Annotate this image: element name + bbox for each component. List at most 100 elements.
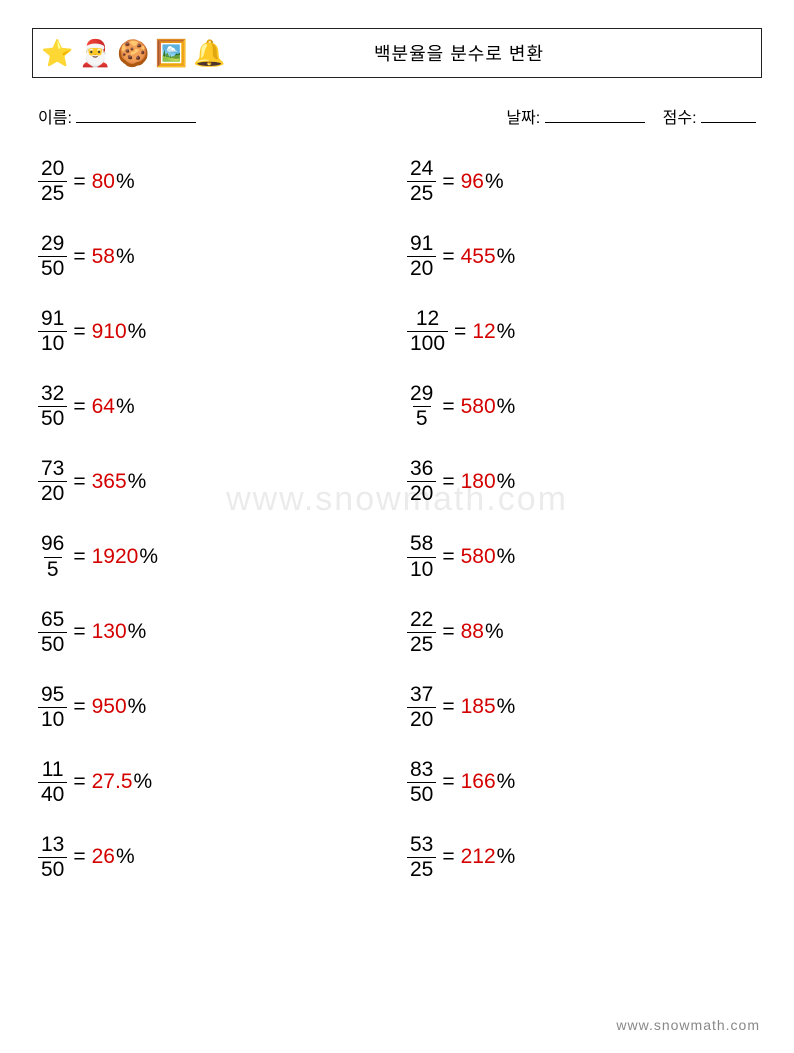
header-box: ⭐ 🎅 🍪 🖼️ 🔔 백분율을 분수로 변환 xyxy=(32,28,762,78)
fraction: 965 xyxy=(38,533,67,580)
numerator: 96 xyxy=(38,533,67,556)
problem-item: 3620 = 180% xyxy=(407,458,756,505)
numerator: 29 xyxy=(38,233,67,256)
fraction: 3720 xyxy=(407,684,436,731)
problem-item: 3720 = 185% xyxy=(407,684,756,731)
score-blank[interactable] xyxy=(701,109,756,123)
bells-icon: 🔔 xyxy=(193,37,225,69)
answer-value: 64 xyxy=(92,395,115,419)
percent-sign: % xyxy=(128,695,147,719)
percent-sign: % xyxy=(116,845,135,869)
equals-sign: = xyxy=(442,620,454,644)
denominator: 50 xyxy=(407,782,436,806)
numerator: 29 xyxy=(407,383,436,406)
fraction: 8350 xyxy=(407,759,436,806)
denominator: 20 xyxy=(407,256,436,280)
numerator: 83 xyxy=(407,759,436,782)
fraction: 2425 xyxy=(407,158,436,205)
name-blank[interactable] xyxy=(76,109,196,123)
equals-sign: = xyxy=(454,320,466,344)
answer-value: 80 xyxy=(92,170,115,194)
numerator: 20 xyxy=(38,158,67,181)
numerator: 36 xyxy=(407,458,436,481)
percent-sign: % xyxy=(497,545,516,569)
percent-sign: % xyxy=(485,170,504,194)
numerator: 32 xyxy=(38,383,67,406)
answer-value: 185 xyxy=(461,695,496,719)
problem-item: 9120 = 455% xyxy=(407,233,756,280)
answer-value: 455 xyxy=(461,245,496,269)
denominator: 50 xyxy=(38,857,67,881)
answer-value: 212 xyxy=(461,845,496,869)
equals-sign: = xyxy=(73,770,85,794)
problem-item: 5325 = 212% xyxy=(407,834,756,881)
fraction: 3250 xyxy=(38,383,67,430)
equals-sign: = xyxy=(442,170,454,194)
fraction: 2025 xyxy=(38,158,67,205)
meta-row: 이름: 날짜: 점수: xyxy=(32,104,762,128)
problem-item: 2425 = 96% xyxy=(407,158,756,205)
denominator: 20 xyxy=(38,481,67,505)
star-icon: ⭐ xyxy=(41,37,73,69)
fraction: 9120 xyxy=(407,233,436,280)
numerator: 53 xyxy=(407,834,436,857)
denominator: 20 xyxy=(407,707,436,731)
fraction: 5325 xyxy=(407,834,436,881)
problem-item: 12100 = 12% xyxy=(407,308,756,355)
score-field: 점수: xyxy=(663,104,756,128)
date-blank[interactable] xyxy=(545,109,645,123)
problem-item: 3250 = 64% xyxy=(38,383,387,430)
denominator: 20 xyxy=(407,481,436,505)
answer-value: 166 xyxy=(461,770,496,794)
denominator: 5 xyxy=(413,406,431,430)
equals-sign: = xyxy=(73,395,85,419)
denominator: 10 xyxy=(38,331,67,355)
numerator: 22 xyxy=(407,609,436,632)
problem-item: 8350 = 166% xyxy=(407,759,756,806)
equals-sign: = xyxy=(73,695,85,719)
numerator: 11 xyxy=(39,759,67,782)
denominator: 50 xyxy=(38,256,67,280)
score-label: 점수: xyxy=(663,110,697,127)
header-icons: ⭐ 🎅 🍪 🖼️ 🔔 xyxy=(41,37,225,69)
equals-sign: = xyxy=(442,845,454,869)
percent-sign: % xyxy=(497,770,516,794)
problem-item: 1350 = 26% xyxy=(38,834,387,881)
worksheet-title: 백분율을 분수로 변환 xyxy=(225,40,753,66)
answer-value: 130 xyxy=(92,620,127,644)
fraction: 5810 xyxy=(407,533,436,580)
answer-value: 1920 xyxy=(92,545,139,569)
numerator: 73 xyxy=(38,458,67,481)
percent-sign: % xyxy=(116,245,135,269)
percent-sign: % xyxy=(134,770,153,794)
answer-value: 96 xyxy=(461,170,484,194)
fraction: 7320 xyxy=(38,458,67,505)
percent-sign: % xyxy=(497,845,516,869)
equals-sign: = xyxy=(73,620,85,644)
problem-item: 2225 = 88% xyxy=(407,609,756,656)
fraction: 3620 xyxy=(407,458,436,505)
problem-item: 9510 = 950% xyxy=(38,684,387,731)
denominator: 100 xyxy=(407,331,448,355)
santa-bag-icon: 🎅 xyxy=(79,37,111,69)
percent-sign: % xyxy=(139,545,158,569)
percent-sign: % xyxy=(116,170,135,194)
numerator: 65 xyxy=(38,609,67,632)
equals-sign: = xyxy=(73,320,85,344)
percent-sign: % xyxy=(497,395,516,419)
problem-item: 2025 = 80% xyxy=(38,158,387,205)
numerator: 37 xyxy=(407,684,436,707)
equals-sign: = xyxy=(442,695,454,719)
fraction: 9110 xyxy=(38,308,67,355)
percent-sign: % xyxy=(128,320,147,344)
problem-item: 5810 = 580% xyxy=(407,533,756,580)
equals-sign: = xyxy=(73,470,85,494)
fireplace-icon: 🖼️ xyxy=(155,37,187,69)
problem-item: 1140 = 27.5% xyxy=(38,759,387,806)
cookie-icon: 🍪 xyxy=(117,37,149,69)
denominator: 25 xyxy=(407,632,436,656)
footer-link: www.snowmath.com xyxy=(616,1017,760,1033)
percent-sign: % xyxy=(497,320,516,344)
fraction: 2950 xyxy=(38,233,67,280)
answer-value: 26 xyxy=(92,845,115,869)
